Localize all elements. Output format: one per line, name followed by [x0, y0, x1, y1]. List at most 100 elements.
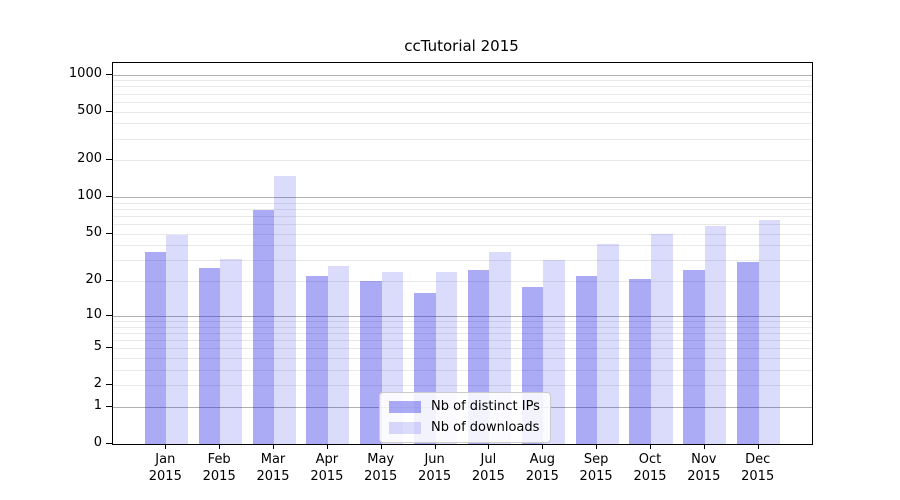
legend-item-distinct-ips: Nb of distinct IPs [389, 399, 540, 414]
bar-distinct-ips-apr [306, 276, 328, 444]
minor-gridline [113, 160, 812, 162]
y-tick-mark [106, 347, 112, 349]
x-tick-mark [757, 444, 759, 449]
x-tick-mark [165, 444, 167, 449]
x-tick-mark [542, 444, 544, 449]
bar-downloads-dec [758, 219, 781, 444]
x-tick-label: Sep 2015 [579, 452, 613, 484]
minor-gridline [113, 357, 812, 359]
legend-swatch-downloads [389, 421, 421, 434]
y-tick-mark [106, 405, 112, 407]
chart-title: ccTutorial 2015 [404, 37, 519, 55]
x-tick-mark [380, 444, 382, 449]
y-tick-label: 100 [77, 188, 102, 204]
y-tick-mark [106, 196, 112, 198]
y-tick-label: 20 [85, 272, 102, 288]
bar-distinct-ips-feb [198, 267, 221, 444]
bar-downloads-oct [651, 233, 673, 444]
y-tick-mark [106, 314, 112, 316]
minor-gridline [113, 80, 812, 82]
bar-downloads-sep [597, 244, 619, 444]
minor-gridline [113, 123, 812, 125]
y-tick-label: 1000 [68, 65, 102, 81]
minor-gridline [113, 86, 812, 88]
legend-item-downloads: Nb of downloads [389, 420, 540, 435]
plot-area: Nb of distinct IPs Nb of downloads [112, 62, 813, 445]
x-tick-label: Jul 2015 [471, 452, 505, 484]
legend-label-distinct-ips: Nb of distinct IPs [431, 399, 540, 414]
bar-distinct-ips-dec [737, 262, 759, 444]
minor-gridline [113, 93, 812, 95]
minor-gridline [113, 385, 812, 387]
x-tick-label: Feb 2015 [202, 452, 236, 484]
y-tick-label: 10 [85, 306, 102, 322]
minor-gridline [113, 339, 812, 341]
major-gridline [113, 197, 812, 199]
bar-downloads-mar [274, 176, 296, 444]
bar-downloads-apr [327, 265, 350, 444]
legend: Nb of distinct IPs Nb of downloads [379, 392, 551, 443]
legend-label-downloads: Nb of downloads [431, 420, 540, 435]
minor-gridline [113, 369, 812, 371]
x-tick-label: Jun 2015 [418, 452, 452, 484]
x-tick-mark [434, 444, 436, 449]
minor-gridline [113, 332, 812, 334]
bar-distinct-ips-oct [629, 278, 651, 444]
bar-distinct-ips-mar [252, 209, 274, 444]
minor-gridline [113, 348, 812, 350]
minor-gridline [113, 224, 812, 226]
y-tick-label: 1 [93, 397, 102, 413]
x-tick-mark [650, 444, 651, 449]
x-tick-mark [488, 444, 490, 449]
legend-swatch-distinct-ips [389, 400, 421, 413]
y-tick-mark [106, 232, 112, 234]
x-tick-label: Dec 2015 [741, 452, 775, 484]
y-tick-mark [106, 443, 112, 444]
x-tick-mark [219, 444, 221, 449]
minor-gridline [113, 326, 812, 328]
x-tick-label: Aug 2015 [525, 452, 559, 484]
bar-distinct-ips-jan [144, 252, 167, 444]
x-tick-mark [273, 444, 274, 449]
x-tick-mark [703, 444, 705, 449]
y-tick-mark [106, 110, 112, 112]
minor-gridline [113, 111, 812, 113]
y-tick-mark [106, 159, 112, 161]
major-gridline [113, 74, 812, 76]
minor-gridline [113, 138, 812, 140]
minor-gridline [113, 216, 812, 217]
y-tick-label: 2 [93, 376, 102, 392]
x-tick-label: Nov 2015 [687, 452, 721, 484]
x-tick-label: May 2015 [364, 452, 398, 484]
x-tick-label: Apr 2015 [310, 452, 344, 484]
x-tick-label: Jan 2015 [148, 452, 182, 484]
x-tick-label: Oct 2015 [633, 452, 667, 484]
minor-gridline [113, 209, 812, 210]
minor-gridline [113, 101, 812, 103]
y-tick-mark [106, 384, 112, 386]
minor-gridline [113, 260, 812, 262]
major-gridline [113, 315, 812, 317]
y-tick-mark [106, 73, 112, 75]
x-tick-mark [326, 444, 328, 449]
bar-distinct-ips-may [360, 281, 382, 444]
x-tick-label: Mar 2015 [256, 452, 290, 484]
bar-downloads-jan [166, 234, 188, 444]
bar-distinct-ips-sep [575, 276, 598, 444]
y-tick-label: 0 [93, 435, 102, 450]
minor-gridline [113, 245, 812, 247]
x-tick-mark [596, 444, 598, 449]
y-tick-label: 5 [93, 339, 102, 355]
bar-downloads-nov [704, 225, 727, 444]
minor-gridline [113, 320, 812, 322]
y-tick-label: 50 [85, 224, 102, 240]
bar-downloads-feb [220, 258, 242, 444]
y-tick-mark [106, 280, 112, 282]
minor-gridline [113, 233, 812, 235]
y-tick-label: 200 [77, 151, 102, 167]
minor-gridline [113, 281, 812, 283]
bar-distinct-ips-nov [683, 269, 705, 444]
minor-gridline [113, 202, 812, 204]
y-tick-label: 500 [77, 102, 102, 118]
